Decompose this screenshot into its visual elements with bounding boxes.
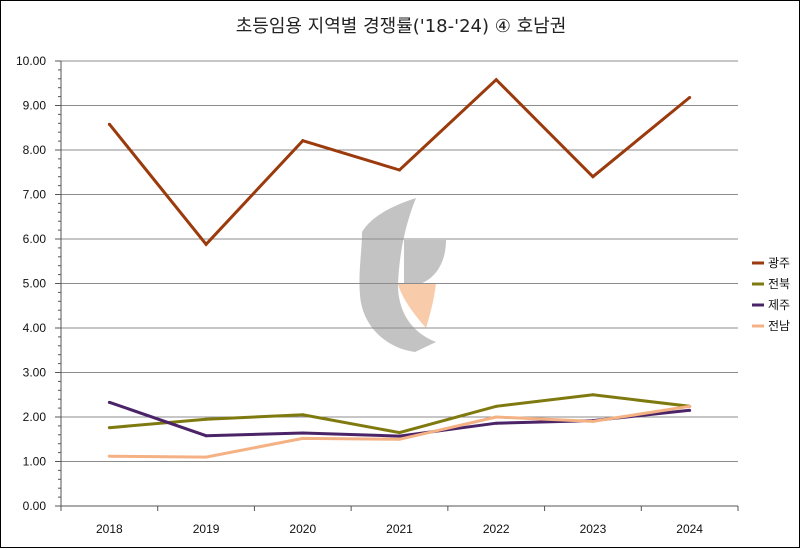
data-point — [204, 455, 208, 459]
data-point — [688, 95, 692, 99]
series-lines — [107, 77, 692, 459]
y-tick-label: 1.00 — [23, 455, 47, 469]
data-point — [107, 454, 111, 458]
data-point — [688, 404, 692, 408]
data-point — [301, 431, 305, 435]
y-tick-label: 6.00 — [23, 232, 47, 246]
data-point — [494, 421, 498, 425]
data-point — [204, 434, 208, 438]
x-tick-label: 2019 — [193, 522, 220, 536]
x-tick-label: 2021 — [386, 522, 413, 536]
data-point — [494, 415, 498, 419]
y-tick-label: 7.00 — [23, 188, 47, 202]
data-point — [301, 436, 305, 440]
data-point — [591, 419, 595, 423]
legend-label: 광주 — [768, 256, 790, 270]
data-point — [107, 122, 111, 126]
data-point — [301, 413, 305, 417]
x-tick-label: 2024 — [676, 522, 703, 536]
y-tick-label: 4.00 — [23, 321, 47, 335]
legend-label: 제주 — [768, 298, 790, 312]
y-tick-label: 0.00 — [23, 499, 47, 513]
chart-title: 초등임용 지역별 경쟁률('18-'24) ④ 호남권 — [235, 16, 567, 37]
series-line-전북 — [109, 393, 690, 435]
y-tick-label: 9.00 — [23, 99, 47, 113]
watermark-logo — [359, 198, 446, 352]
legend-label: 전북 — [768, 277, 790, 291]
y-tick-label: 5.00 — [23, 277, 47, 291]
data-point — [591, 175, 595, 179]
data-point — [398, 437, 401, 441]
x-tick-label: 2020 — [289, 522, 316, 536]
data-point — [107, 426, 111, 430]
y-tick-label: 8.00 — [23, 143, 47, 157]
data-point — [204, 242, 208, 246]
data-point — [494, 404, 498, 408]
x-tick-label: 2022 — [483, 522, 510, 536]
data-point — [398, 434, 401, 438]
data-point — [107, 400, 111, 404]
data-point — [204, 417, 208, 421]
data-point — [688, 408, 692, 412]
data-point — [591, 393, 595, 397]
data-point — [301, 139, 305, 143]
y-tick-label: 2.00 — [23, 410, 47, 424]
data-point — [494, 78, 498, 82]
x-tick-label: 2018 — [96, 522, 123, 536]
axes: 0.00 1.00 2.00 3.00 4.00 5.00 6.00 7.00 8.00 9.00… — [16, 54, 739, 536]
data-point — [398, 431, 401, 435]
y-tick-label: 10.00 — [16, 54, 46, 68]
data-point — [398, 168, 401, 172]
legend-label: 전남 — [768, 319, 790, 333]
x-tick-label: 2023 — [580, 522, 607, 536]
y-tick-label: 3.00 — [23, 366, 47, 380]
